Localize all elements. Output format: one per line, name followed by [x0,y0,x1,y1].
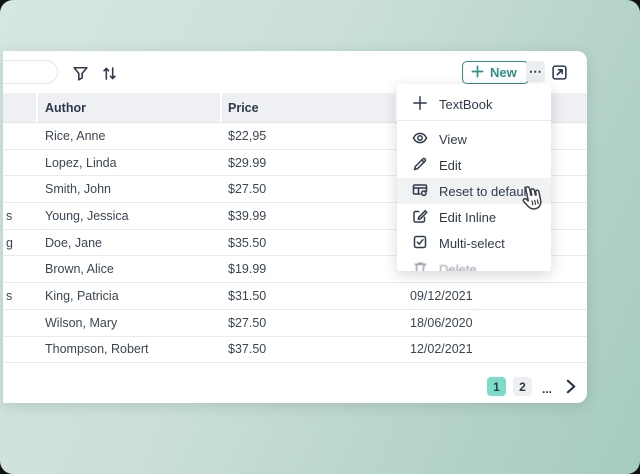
menu-divider [397,120,551,121]
cell-fragment: s [6,288,13,303]
trash-icon [411,260,429,271]
menu-item-edit-inline[interactable]: Edit Inline [397,204,551,230]
col-header-hidden [3,93,38,122]
menu-item-delete[interactable]: Delete [397,256,551,271]
menu-item-textbook[interactable]: TextBook [397,89,551,120]
external-link-icon [551,65,568,84]
sort-button[interactable] [100,65,118,83]
table-reset-icon [412,182,428,201]
cell-date: 12/02/2021 [410,342,473,357]
table-row[interactable]: s King, Patricia $31.50 09/12/2021 [3,283,587,310]
menu-item-label: Edit [439,157,462,173]
cell-price: $39.99 [228,208,267,223]
cell-author: Smith, John [45,182,112,197]
cell-price: $27.50 [228,315,267,330]
next-page-button[interactable] [560,376,581,397]
plus-icon [471,65,484,81]
eye-icon [412,130,428,149]
cell-author: King, Patricia [45,288,119,303]
cell-fragment [3,150,38,176]
table-body: Rice, Anne $22,95 Lopez, Linda $29.99 Sm… [3,123,587,364]
col-header-author[interactable]: Author [38,93,222,122]
menu-item-multi-select[interactable]: Multi-select [397,230,551,256]
overflow-dropdown-menu: TextBook View Ed [397,84,551,271]
menu-item-view[interactable]: View [397,126,551,152]
page-ellipsis: ... [541,382,552,396]
cell-author: Young, Jessica [45,208,129,223]
cell-author: Doe, Jane [45,235,102,250]
menu-item-reset-to-default[interactable]: Reset to default [397,178,551,204]
cell-author: Wilson, Mary [45,315,118,330]
filter-button[interactable] [71,65,89,83]
page-2-button[interactable]: 2 [513,377,532,396]
col-header-price[interactable]: Price [222,93,397,122]
cell-fragment: g [6,235,13,250]
cell-price: $35.50 [228,235,267,250]
cell-fragment [3,256,38,282]
menu-item-label: View [439,131,467,147]
cell-fragment [3,337,38,363]
chevron-right-icon [560,379,581,400]
menu-item-label: Multi-select [439,235,505,251]
checkbox-check-icon [412,234,428,253]
cell-fragment [3,176,38,202]
cell-price: $37.50 [228,342,267,357]
edit-inline-icon [412,208,428,227]
cell-fragment [3,310,38,336]
table-row[interactable]: Thompson, Robert $37.50 12/02/2021 [3,336,587,364]
cell-date: 09/12/2021 [410,288,473,303]
new-button-label: New [490,65,517,80]
cell-author: Rice, Anne [45,128,106,143]
page-1-button[interactable]: 1 [487,377,506,396]
cell-price: $29.99 [228,155,267,170]
table-row[interactable]: Wilson, Mary $27.50 18/06/2020 [3,309,587,337]
pencil-icon [412,156,428,175]
cell-price: $22,95 [228,128,267,143]
cell-price: $19.99 [228,262,267,277]
cell-fragment: s [6,208,13,223]
menu-item-edit[interactable]: Edit [397,152,551,178]
cell-fragment [3,123,38,149]
new-button[interactable]: New [462,61,529,84]
cell-author: Lopez, Linda [45,155,117,170]
cell-author: Thompson, Robert [45,342,149,357]
menu-group: View Edit [397,121,551,271]
cell-date: 18/06/2020 [410,315,473,330]
cell-price: $31.50 [228,288,267,303]
open-external-button[interactable] [551,64,568,81]
menu-item-label: Delete [438,261,478,272]
menu-item-label: Reset to default [439,183,531,199]
search-input[interactable] [3,60,58,84]
sort-arrows-icon [101,67,118,85]
cell-price: $27.50 [228,182,267,197]
menu-item-label: Edit Inline [439,209,497,225]
menu-item-label: TextBook [439,97,493,112]
cell-author: Brown, Alice [45,262,114,277]
more-options-button[interactable]: ⋯ [526,61,545,82]
plus-icon [412,95,428,114]
funnel-icon [72,66,89,85]
